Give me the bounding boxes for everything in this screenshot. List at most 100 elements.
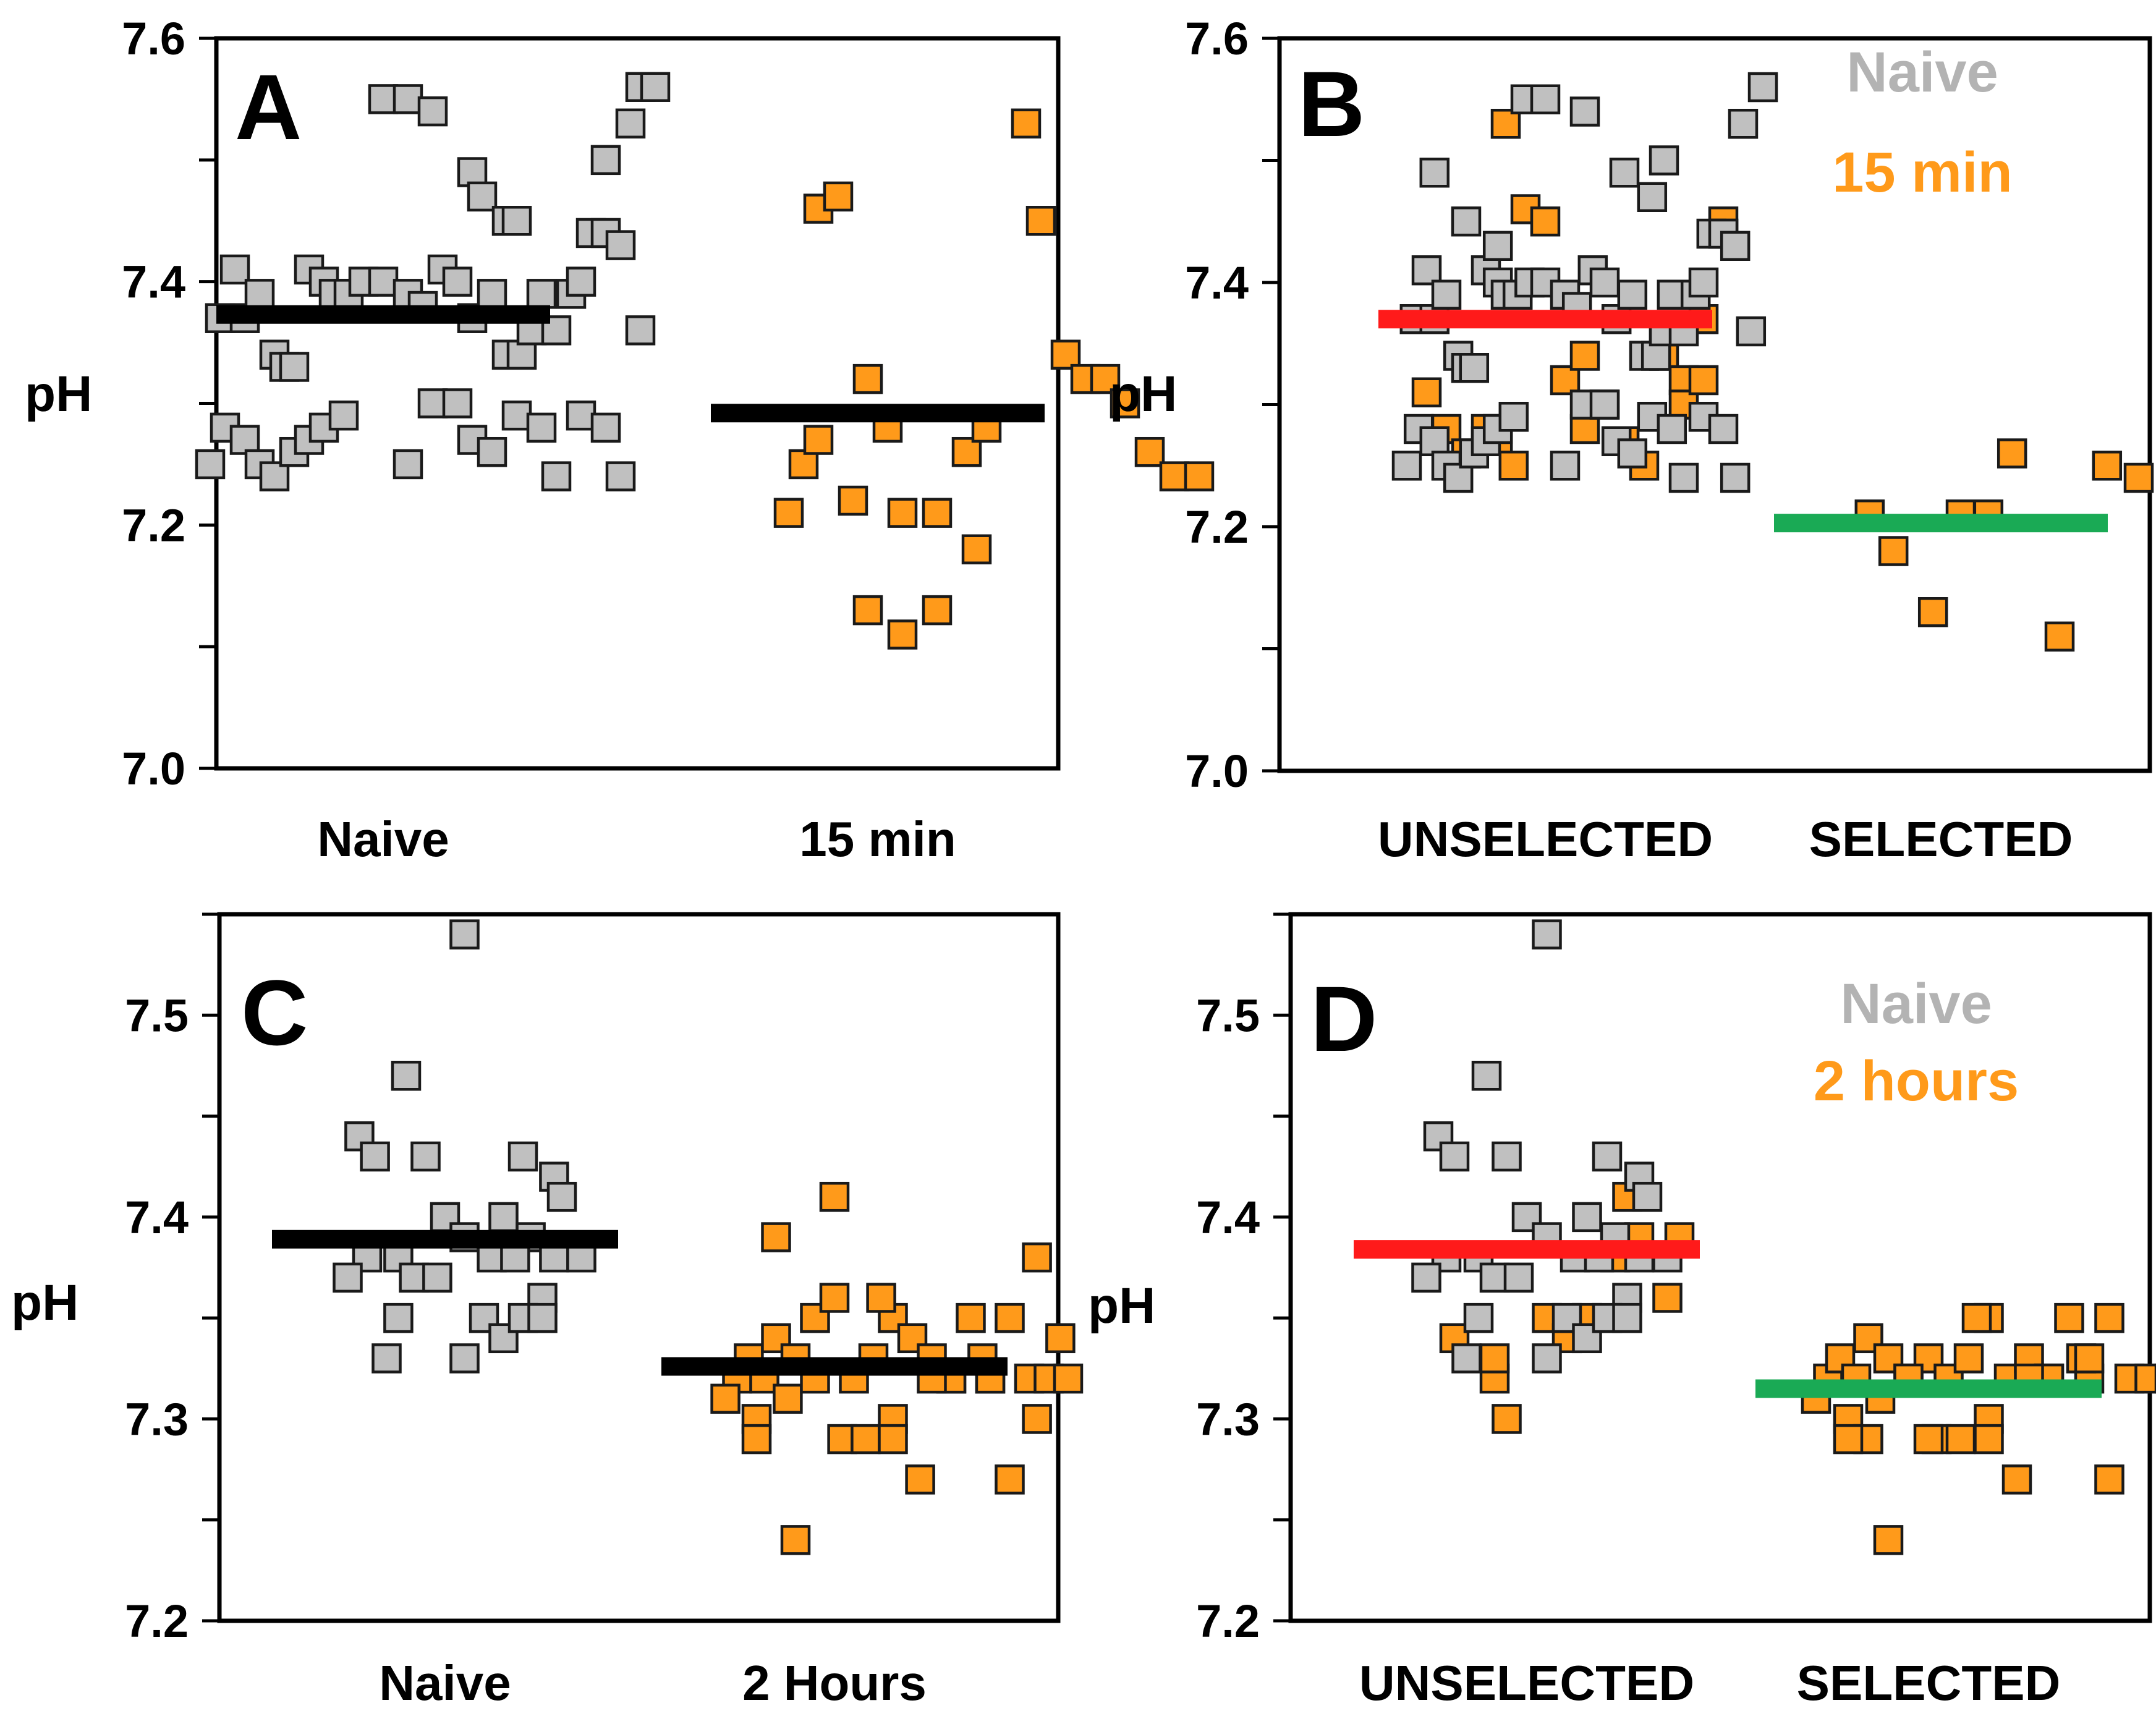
y-tick-label: 7.5 xyxy=(1196,990,1260,1041)
data-point-orange xyxy=(803,425,834,455)
data-point-naive xyxy=(410,1141,441,1172)
data-point-naive xyxy=(1736,316,1767,347)
data-point-naive xyxy=(605,230,636,260)
data-point-orange xyxy=(823,181,854,212)
data-point-naive xyxy=(488,1202,519,1233)
data-point-naive xyxy=(1747,72,1778,103)
data-point-naive xyxy=(1592,1141,1623,1172)
data-point-naive xyxy=(328,400,359,431)
data-point-orange xyxy=(1050,339,1081,370)
data-point-orange xyxy=(1997,438,2027,469)
data-point-orange xyxy=(1688,365,1719,396)
data-point-orange xyxy=(995,1464,1025,1495)
data-point-orange xyxy=(1974,1424,2004,1455)
data-point-orange xyxy=(961,534,992,564)
data-point-orange xyxy=(1945,1424,1976,1455)
data-point-orange xyxy=(819,1283,850,1313)
data-point-naive xyxy=(1530,84,1561,114)
data-point-naive xyxy=(1492,1141,1522,1172)
data-point-naive xyxy=(1451,206,1482,237)
data-point-naive xyxy=(368,84,399,114)
data-point-naive xyxy=(1617,438,1648,469)
data-point-naive xyxy=(1431,279,1462,310)
y-axis-label: pH xyxy=(25,366,92,422)
category-label: 2 Hours xyxy=(742,1655,927,1710)
data-point-naive xyxy=(1589,267,1620,298)
data-point-orange xyxy=(2092,451,2123,481)
data-point-naive xyxy=(477,279,507,309)
data-point-orange xyxy=(2123,462,2154,493)
data-point-orange xyxy=(838,485,868,516)
category-label: UNSELECTED xyxy=(1359,1655,1694,1710)
data-point-naive xyxy=(1640,341,1671,371)
data-point-naive xyxy=(1720,231,1751,261)
data-point-orange xyxy=(922,498,953,528)
data-point-orange xyxy=(1045,1323,1076,1354)
panel-B: 7.0 7.2 7.4 7.6 pH UNSELECTED SELECTED B Naive 15… xyxy=(1110,13,2154,867)
data-point-orange xyxy=(1913,1424,1944,1455)
data-point-naive xyxy=(1569,96,1600,127)
category-label: UNSELECTED xyxy=(1378,812,1713,867)
data-point-naive xyxy=(1720,462,1751,493)
data-point-orange xyxy=(887,498,918,528)
y-tick-label: 7.0 xyxy=(1185,745,1249,797)
data-point-orange xyxy=(761,1222,791,1252)
data-point-orange xyxy=(780,1525,811,1555)
category-label: 15 min xyxy=(799,812,956,867)
data-point-naive xyxy=(1459,353,1490,383)
data-point-orange xyxy=(995,1302,1025,1333)
data-point-orange xyxy=(1022,1404,1052,1434)
data-point-orange xyxy=(1961,1302,1992,1333)
data-point-orange xyxy=(761,1323,791,1354)
data-point-naive xyxy=(1498,402,1529,432)
data-point-orange xyxy=(1953,1343,1984,1374)
y-tick-label: 7.6 xyxy=(122,13,185,64)
data-point-naive xyxy=(1572,1202,1602,1233)
panel-A: 7.0 7.2 7.4 7.6 pH Naive 15 min A xyxy=(25,13,1215,867)
data-point-naive xyxy=(442,266,473,297)
data-point-naive xyxy=(1503,1262,1534,1293)
data-point-orange xyxy=(2134,1363,2156,1394)
data-point-orange xyxy=(1492,1404,1522,1434)
data-point-naive xyxy=(1411,1262,1441,1293)
data-point-orange xyxy=(1873,1343,1904,1374)
category-label: Naive xyxy=(379,1655,511,1710)
legend-entry: Naive xyxy=(1846,41,1998,104)
data-point-naive xyxy=(422,1262,452,1293)
panel-frame xyxy=(1288,912,2152,1623)
data-point-orange xyxy=(1550,365,1581,396)
data-point-naive xyxy=(1728,109,1759,139)
data-point-naive xyxy=(371,1343,402,1374)
data-point-naive xyxy=(1439,1141,1470,1172)
data-point-naive xyxy=(393,84,423,114)
data-point-naive xyxy=(383,1302,414,1333)
data-point-orange xyxy=(1569,414,1600,444)
panel-letter: A xyxy=(235,55,302,159)
data-point-orange xyxy=(1053,1363,1084,1394)
y-tick-label: 7.2 xyxy=(125,1595,189,1647)
data-point-orange xyxy=(1498,451,1529,481)
y-tick-label: 7.3 xyxy=(1196,1393,1260,1445)
data-point-naive xyxy=(1657,414,1687,444)
data-point-orange xyxy=(922,595,953,626)
data-point-orange xyxy=(866,1283,896,1313)
category-label: SELECTED xyxy=(1797,1655,2061,1710)
data-point-naive xyxy=(477,436,507,467)
data-point-naive xyxy=(1411,255,1442,286)
data-point-naive xyxy=(1668,462,1699,493)
data-point-orange xyxy=(710,1383,741,1414)
data-point-naive xyxy=(1589,389,1620,420)
data-point-naive xyxy=(1482,231,1513,261)
data-point-naive xyxy=(393,449,423,480)
data-point-orange xyxy=(773,498,804,528)
data-point-orange xyxy=(878,1424,908,1455)
data-point-naive xyxy=(501,206,532,236)
data-point-naive xyxy=(368,266,399,297)
y-axis-label: pH xyxy=(11,1275,79,1331)
data-point-naive xyxy=(640,72,671,102)
data-point-naive xyxy=(1463,1302,1494,1333)
data-point-naive xyxy=(219,254,250,285)
data-point-orange xyxy=(1022,1242,1052,1273)
data-point-naive xyxy=(590,145,621,176)
legend-entry: 15 min xyxy=(1832,141,2012,204)
